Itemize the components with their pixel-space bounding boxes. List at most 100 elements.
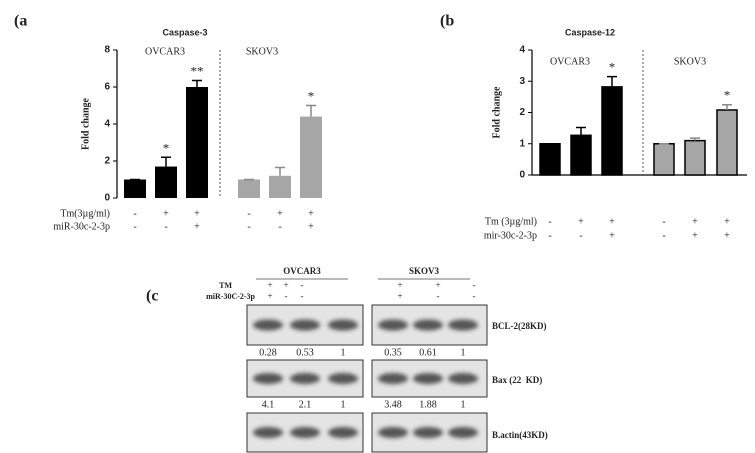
treatment-sign: + xyxy=(267,291,272,301)
blot-band xyxy=(253,427,283,438)
band-value: 1.88 xyxy=(419,399,437,410)
error-bar xyxy=(690,137,700,141)
band-value: 2.1 xyxy=(299,399,312,410)
error-bar xyxy=(722,103,732,110)
group-label: OVCAR3 xyxy=(145,46,185,57)
condition-sign: + xyxy=(308,208,314,219)
bar xyxy=(300,116,322,198)
blot-band xyxy=(378,319,408,331)
condition-sign: - xyxy=(133,208,136,219)
blot-band xyxy=(413,427,443,438)
chart-title: Caspase-3 xyxy=(162,27,207,37)
condition-sign: - xyxy=(548,216,551,227)
y-tick-label: 6 xyxy=(104,82,110,93)
chart-title: Caspase-12 xyxy=(565,27,615,37)
blot-band xyxy=(448,319,478,331)
error-bar xyxy=(275,166,285,176)
significance: * xyxy=(609,60,616,75)
significance: * xyxy=(163,140,170,155)
condition-sign: + xyxy=(578,216,584,227)
condition-sign: - xyxy=(247,208,250,219)
bar xyxy=(601,86,623,176)
condition-label: Tm (3µg/ml) xyxy=(485,216,537,227)
treatment-sign: + xyxy=(267,280,272,290)
treatment-sign: - xyxy=(473,291,476,301)
treatment-label: miR-30C-2-3p xyxy=(206,292,255,301)
band-value: 1 xyxy=(461,347,466,358)
bar xyxy=(155,166,177,198)
treatment-sign: - xyxy=(473,280,476,290)
blot-band xyxy=(328,373,358,384)
blot-band xyxy=(413,319,443,331)
blot-band xyxy=(378,373,408,384)
y-tick-label: 8 xyxy=(104,45,110,56)
condition-sign: - xyxy=(133,221,136,232)
y-tick-label: 1 xyxy=(519,138,525,149)
blot-band xyxy=(448,373,478,384)
condition-sign: - xyxy=(662,230,665,241)
band-value: 0.53 xyxy=(296,347,314,358)
band-value: 0.61 xyxy=(419,347,437,358)
condition-label: mir-30c-2-3p xyxy=(484,230,537,241)
group-label: OVCAR3 xyxy=(283,266,321,276)
y-tick-label: 0 xyxy=(104,193,110,204)
condition-sign: + xyxy=(308,221,314,232)
treatment-sign: - xyxy=(301,291,304,301)
condition-sign: + xyxy=(724,216,730,227)
blot-band xyxy=(290,427,320,438)
treatment-sign: + xyxy=(397,280,402,290)
condition-sign: + xyxy=(194,221,200,232)
band-label: B.actin(43KD) xyxy=(492,430,548,440)
error-bar xyxy=(576,126,586,136)
condition-sign: + xyxy=(194,208,200,219)
bar xyxy=(570,134,592,176)
treatment-sign: + xyxy=(283,280,288,290)
error-bar xyxy=(306,104,316,117)
bar xyxy=(653,143,675,176)
condition-sign: - xyxy=(278,221,281,232)
panel-label: (a xyxy=(14,13,27,30)
error-bar xyxy=(192,79,202,87)
blot-band xyxy=(328,427,358,438)
y-axis-label: Fold change xyxy=(80,97,91,150)
bar xyxy=(684,139,706,176)
condition-sign: - xyxy=(548,230,551,241)
panel-label: (b xyxy=(440,13,454,30)
condition-sign: + xyxy=(609,230,615,241)
band-label: Bax (22 KD) xyxy=(492,375,542,385)
group-label: SKOV3 xyxy=(409,266,440,276)
band-value: 0.28 xyxy=(259,347,277,358)
y-tick-label: 2 xyxy=(104,156,110,167)
condition-sign: + xyxy=(692,230,698,241)
y-tick-label: 2 xyxy=(519,107,525,118)
blot-band xyxy=(448,427,478,438)
band-label: BCL-2(28KD) xyxy=(492,321,547,331)
y-tick-label: 4 xyxy=(104,119,110,130)
treatment-label: TM xyxy=(219,281,232,290)
band-value: 4.1 xyxy=(262,399,275,410)
condition-label: Tm(3µg/ml) xyxy=(60,208,110,219)
treatment-sign: - xyxy=(437,291,440,301)
y-tick-label: 4 xyxy=(519,45,525,56)
condition-sign: + xyxy=(163,208,169,219)
band-value: 1 xyxy=(461,399,466,410)
y-tick-label: 0 xyxy=(519,170,525,181)
blot-band xyxy=(378,427,408,438)
significance: * xyxy=(724,88,731,103)
condition-sign: + xyxy=(277,208,283,219)
condition-sign: - xyxy=(579,230,582,241)
blot-band xyxy=(328,319,358,331)
bar xyxy=(124,179,146,198)
condition-sign: + xyxy=(692,216,698,227)
significance: * xyxy=(308,88,315,103)
band-value: 1 xyxy=(341,399,346,410)
blot-band xyxy=(290,319,320,331)
treatment-sign: - xyxy=(301,280,304,290)
panel-label: (c xyxy=(146,288,158,305)
treatment-sign: - xyxy=(285,291,288,301)
condition-sign: + xyxy=(609,216,615,227)
error-bar xyxy=(607,75,617,87)
bar xyxy=(269,175,291,198)
band-value: 3.48 xyxy=(384,399,402,410)
